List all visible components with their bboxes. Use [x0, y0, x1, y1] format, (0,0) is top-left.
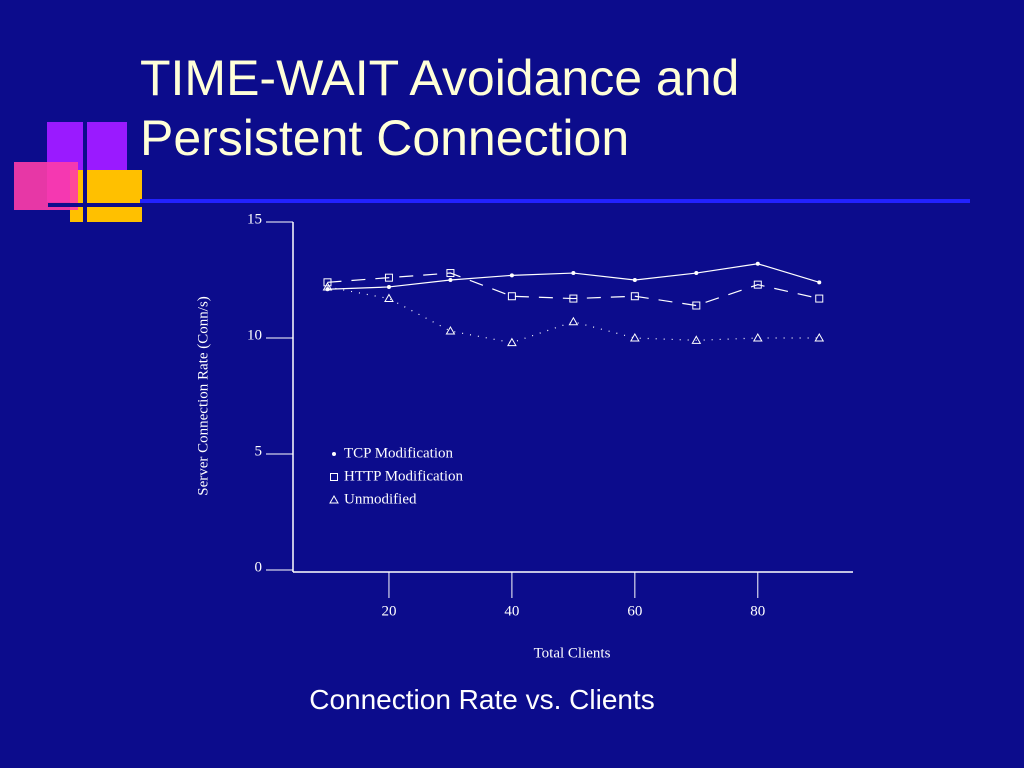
legend-marker — [329, 494, 339, 504]
legend-marker — [332, 452, 336, 456]
data-point — [507, 292, 516, 301]
x-axis-label: Total Clients — [534, 645, 611, 661]
data-point — [755, 261, 760, 266]
deco-square — [14, 162, 78, 210]
data-point — [507, 337, 517, 347]
x-tick-label: 60 — [627, 603, 642, 619]
data-point — [445, 326, 456, 335]
data-point — [752, 332, 763, 342]
x-tick-label: 80 — [750, 603, 765, 619]
data-point — [386, 284, 391, 289]
x-tick-label: 20 — [381, 603, 396, 619]
legend-label: TCP Modification — [344, 445, 454, 461]
y-tick-label: 5 — [255, 443, 263, 459]
data-point — [322, 281, 333, 291]
data-point — [692, 301, 701, 310]
data-point — [571, 271, 576, 276]
legend-marker — [330, 473, 338, 481]
data-point — [323, 278, 332, 287]
slide-title: TIME-WAIT Avoidance and Persistent Conne… — [140, 50, 740, 166]
data-point — [384, 273, 393, 282]
data-point — [448, 278, 453, 282]
caption: Connection Rate vs. Clients — [309, 684, 655, 715]
data-point — [569, 294, 578, 303]
y-axis-label: Server Connection Rate (Conn/s) — [195, 296, 211, 496]
data-point — [815, 294, 824, 303]
data-point — [446, 269, 455, 278]
data-point — [384, 293, 394, 303]
y-tick-label: 15 — [247, 211, 262, 227]
data-point — [568, 316, 579, 326]
data-point — [691, 335, 702, 344]
x-tick-label: 40 — [504, 603, 519, 619]
y-tick-label: 10 — [247, 327, 262, 343]
legend-label: Unmodified — [344, 491, 417, 507]
data-point — [325, 287, 330, 292]
y-tick-label: 0 — [255, 559, 263, 575]
data-point — [814, 332, 825, 342]
legend-label: HTTP Modification — [344, 468, 464, 484]
deco-square — [70, 170, 142, 222]
series-line — [327, 272, 820, 307]
data-point — [509, 273, 514, 278]
data-point — [817, 280, 822, 285]
data-point — [632, 278, 637, 282]
data-point — [629, 332, 640, 342]
data-point — [694, 271, 699, 276]
data-point — [630, 292, 639, 301]
data-point — [753, 280, 762, 289]
